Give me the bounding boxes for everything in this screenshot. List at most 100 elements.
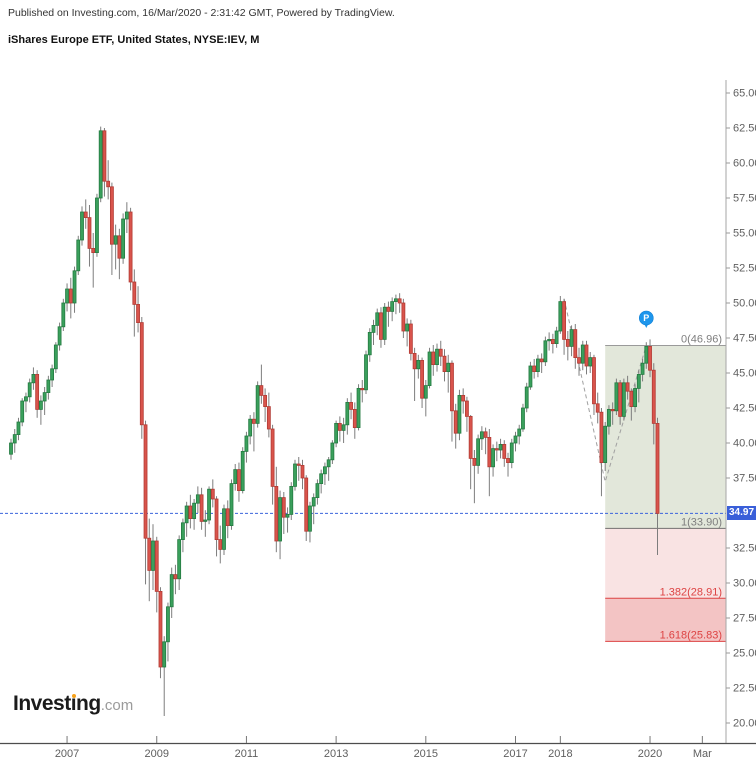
candle-down (147, 537, 152, 571)
candle-down (651, 369, 656, 424)
candle-down (648, 345, 652, 371)
candle-up (636, 373, 641, 389)
time-axis-label: 2007 (55, 748, 79, 760)
candle-down (461, 394, 466, 402)
candle-up (476, 438, 481, 466)
candle-up (181, 522, 185, 540)
price-axis-label: 27.50 (733, 613, 756, 625)
candle-up (614, 382, 619, 412)
candle-up (293, 463, 297, 487)
candle-up (184, 505, 189, 524)
candle-down (35, 373, 40, 410)
candle-up (382, 306, 387, 340)
published-line: Published on Investing.com, 16/Mar/2020 … (8, 7, 395, 19)
candle-down (595, 403, 600, 413)
candle-up (151, 540, 155, 571)
candle-down (337, 422, 342, 431)
candle-up (345, 401, 350, 426)
candle-down (584, 344, 589, 367)
price-axis-label: 20.00 (733, 718, 756, 730)
candle-down (188, 505, 193, 519)
candle-down (386, 306, 391, 312)
candle-up (326, 459, 331, 468)
candle-up (76, 239, 81, 272)
candle-down (128, 211, 133, 283)
candle-down (562, 301, 566, 340)
logo-tld: .com (100, 697, 134, 714)
price-axis-label: 32.50 (733, 543, 756, 555)
candle-down (610, 408, 615, 412)
candle-up (244, 435, 249, 452)
candle-down (408, 323, 413, 354)
candle-down (599, 411, 604, 464)
publisher-marker[interactable] (638, 310, 654, 326)
candle-down (502, 443, 507, 459)
candle-up (390, 301, 395, 312)
candle-up (423, 385, 428, 399)
candle-up (46, 379, 51, 393)
candle-up (42, 392, 47, 402)
candle-down (360, 387, 365, 391)
candle-down (401, 302, 406, 332)
candle-down (483, 431, 488, 438)
candle-up (308, 505, 312, 532)
candle-down (420, 359, 424, 399)
candle-up (323, 466, 327, 475)
time-axis-label: 2011 (235, 748, 259, 760)
candle-up (554, 330, 559, 344)
candle-up (588, 357, 593, 367)
candle-up (367, 331, 372, 356)
candle-up (341, 424, 346, 431)
price-axis-label: 60.00 (733, 158, 756, 170)
candle-down (281, 497, 286, 518)
candle-down (102, 130, 107, 182)
candle-down (259, 385, 264, 396)
fib-level-label: 1.618(25.83) (660, 629, 722, 641)
publisher-marker-label[interactable]: P (643, 313, 649, 323)
candle-up (621, 382, 626, 417)
candle-down (270, 428, 275, 487)
time-axis-label: 2013 (324, 748, 348, 760)
candle-down (625, 382, 630, 392)
price-axis-label: 25.00 (733, 648, 756, 660)
candle-down (132, 281, 137, 305)
candle-up (12, 434, 17, 444)
time-axis-label: 2017 (503, 748, 527, 760)
candle-down (592, 357, 596, 405)
candle-down (565, 338, 570, 347)
candle-down (472, 457, 477, 466)
candle-up (375, 312, 380, 326)
candle-down (618, 382, 623, 417)
candle-up (517, 428, 522, 437)
candle-up (528, 365, 533, 388)
candle-up (53, 344, 58, 370)
candle-up (113, 235, 118, 245)
candle-down (494, 448, 499, 451)
price-axis-label: 47.50 (733, 333, 756, 345)
candle-down (379, 312, 383, 340)
candle-up (98, 130, 103, 199)
candle-up (427, 351, 432, 386)
instrument-title: iShares Europe ETF, United States, NYSE:… (8, 34, 260, 46)
logo-brand: Investı ng (13, 692, 101, 715)
candle-up (364, 354, 368, 391)
candle-up (491, 448, 495, 468)
candle-down (143, 424, 148, 539)
candle-up (536, 358, 540, 372)
candle-up (248, 418, 253, 437)
candle-up (80, 211, 84, 241)
candle-up (509, 442, 514, 464)
candle-down (225, 508, 230, 526)
candle-up (162, 641, 167, 668)
candle-down (252, 418, 256, 424)
candle-down (173, 574, 178, 580)
candle-up (498, 443, 503, 451)
time-axis-label: Mar (693, 748, 712, 760)
candle-up (558, 301, 563, 332)
candle-up (521, 407, 525, 430)
candle-up (603, 425, 608, 464)
candle-up (285, 514, 290, 518)
candle-up (166, 606, 170, 643)
candle-down (266, 406, 271, 430)
